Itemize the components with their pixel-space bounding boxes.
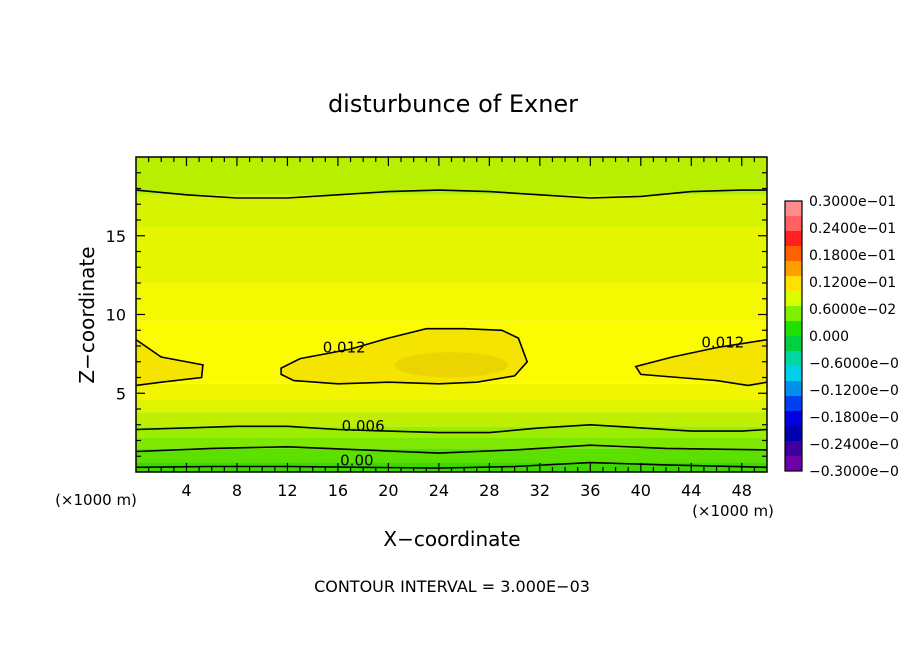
x-tick-label: 24 xyxy=(429,481,449,500)
x-tick-label: 12 xyxy=(277,481,297,500)
colorbar-segment xyxy=(785,456,802,472)
x-tick-label: 28 xyxy=(479,481,499,500)
colorbar-segment xyxy=(785,396,802,412)
colorbar-segment xyxy=(785,336,802,352)
colorbar-segment xyxy=(785,366,802,382)
colorbar-label: −0.6000e−0 xyxy=(809,356,899,372)
colorbar-frame xyxy=(784,200,803,472)
plot-fill xyxy=(136,157,767,472)
colorbar-segment xyxy=(785,291,802,307)
colorbar-segment xyxy=(785,381,802,397)
x-axis-ticks: 4 8 12 16 20 24 28 32 36 40 44 48 xyxy=(148,157,755,500)
colorbar-label: −0.1800e−0 xyxy=(809,410,899,426)
color-band-8 xyxy=(136,283,767,321)
core-maximum-region xyxy=(394,352,509,378)
colorbar-segment xyxy=(785,246,802,262)
colorbar-segment xyxy=(785,201,802,217)
color-band-4 xyxy=(136,412,767,427)
x-unit-right: (×1000 m) xyxy=(692,502,774,520)
warm-region-2 xyxy=(635,339,767,386)
colorbar-segment xyxy=(785,261,802,277)
colorbar xyxy=(784,200,803,472)
contour-line-1 xyxy=(136,339,204,387)
warm-region-0 xyxy=(136,339,203,386)
color-band-2 xyxy=(136,437,767,449)
contour-label-2: 0.006 xyxy=(342,417,385,435)
contour-label-1: 0.012 xyxy=(701,334,744,352)
colorbar-segment xyxy=(785,306,802,322)
colorbar-segment xyxy=(785,426,802,442)
x-unit-left: (×1000 m) xyxy=(55,491,137,509)
color-band-6 xyxy=(136,383,767,400)
contour-line-0 xyxy=(136,189,767,199)
contour-label-0: 0.012 xyxy=(323,338,366,356)
color-band-10 xyxy=(136,194,767,228)
x-tick-label: 48 xyxy=(732,481,752,500)
colorbar-segment xyxy=(785,441,802,457)
x-axis-label: X−coordinate xyxy=(383,527,520,551)
y-tick-label: 15 xyxy=(106,227,126,246)
contour-line-2 xyxy=(280,327,529,385)
contour-interval-note: CONTOUR INTERVAL = 3.000E−03 xyxy=(314,577,590,596)
colorbar-label: −0.1200e−0 xyxy=(809,383,899,399)
y-axis-label: Z−coordinate xyxy=(75,246,99,383)
contour-label-3: 0.00 xyxy=(340,452,373,470)
chart-title: disturbunce of Exner xyxy=(328,90,578,118)
color-band-1 xyxy=(136,448,767,463)
contour-line-5 xyxy=(136,444,767,454)
colorbar-label: 0.6000e−02 xyxy=(809,302,896,318)
color-band-5 xyxy=(136,399,767,413)
contour-line-4 xyxy=(136,423,767,434)
contour-labels: 0.012 0.012 0.006 0.00 xyxy=(323,334,745,470)
colorbar-label: −0.2400e−0 xyxy=(809,437,899,453)
x-tick-label: 36 xyxy=(580,481,600,500)
colorbar-label: 0.000 xyxy=(809,329,849,345)
x-tick-label: 32 xyxy=(530,481,550,500)
x-tick-label: 44 xyxy=(681,481,701,500)
colorbar-label: 0.3000e−01 xyxy=(809,194,896,210)
colorbar-segment xyxy=(785,321,802,337)
x-tick-label: 8 xyxy=(232,481,242,500)
colorbar-label: −0.3000e−0 xyxy=(809,464,899,480)
x-tick-label: 4 xyxy=(181,481,191,500)
colorbar-label: 0.2400e−01 xyxy=(809,221,896,237)
colorbar-segment xyxy=(785,411,802,427)
colorbar-segment xyxy=(785,351,802,367)
color-band-9 xyxy=(136,227,767,283)
y-tick-label: 10 xyxy=(106,306,126,325)
y-axis-ticks: 5 10 15 xyxy=(106,172,767,457)
x-tick-label: 40 xyxy=(631,481,651,500)
contour-line-3 xyxy=(634,338,767,387)
colorbar-label: 0.1800e−01 xyxy=(809,248,896,264)
colorbar-labels: 0.3000e−01 0.2400e−01 0.1800e−01 0.1200e−01… xyxy=(809,194,899,480)
x-tick-label: 20 xyxy=(378,481,398,500)
colorbar-segment xyxy=(785,216,802,232)
y-tick-label: 5 xyxy=(116,384,126,403)
color-band-11 xyxy=(136,157,767,195)
colorbar-label: 0.1200e−01 xyxy=(809,275,896,291)
colorbar-segment xyxy=(785,231,802,247)
x-tick-label: 16 xyxy=(328,481,348,500)
colorbar-segment xyxy=(785,276,802,292)
